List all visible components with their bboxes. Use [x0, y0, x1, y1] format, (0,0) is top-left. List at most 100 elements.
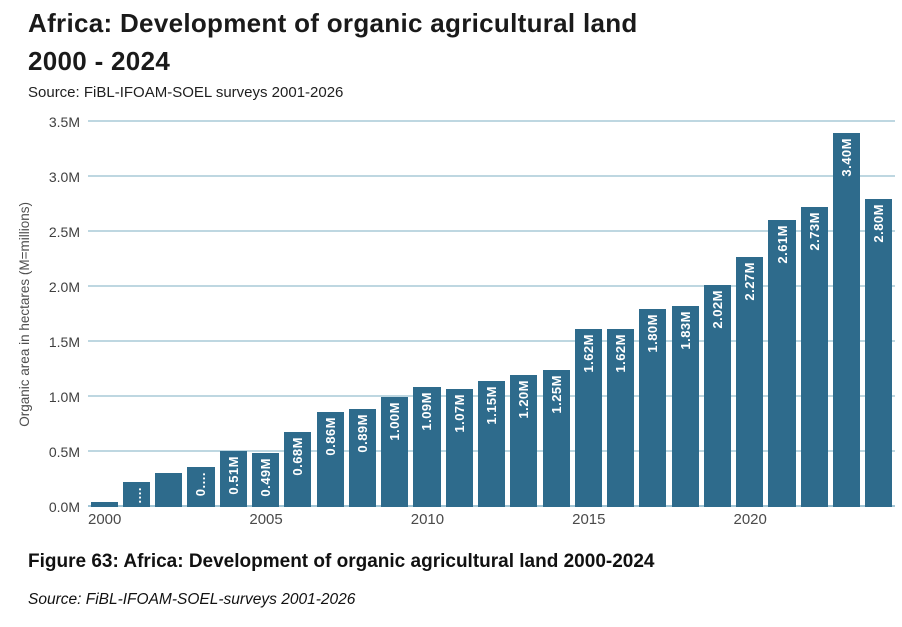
bar-2003: 0....	[187, 467, 215, 507]
bar-label-text-2021: 2.61M	[774, 224, 790, 264]
y-tick-label-0.5M: 0.5M	[48, 444, 80, 460]
bar-slot-2018: 1.83M	[669, 122, 701, 507]
x-tick-2015: 2015	[572, 511, 606, 528]
bar-label-text-2009: 1.00M	[387, 402, 403, 441]
y-tick-label-3.0M: 3.0M	[48, 169, 80, 185]
bar-slot-2021: 2.61M	[766, 122, 798, 507]
y-axis-ticks: 0.0M 0.5M 1.0M 1.5M 2.0M 2.5M 3.0M 3.5M	[34, 114, 80, 515]
y-axis-title-text: Organic area in hectares (M=millions)	[16, 202, 32, 427]
bar-label-2018: 1.83M	[672, 311, 699, 350]
gridline-2.5M	[88, 230, 895, 232]
bar-label-text-2022: 2.73M	[806, 211, 822, 251]
bar-label-text-2011: 1.07M	[451, 394, 467, 433]
figure-caption: Figure 63: Africa: Development of organi…	[28, 551, 655, 572]
bar-slot-2017: 1.80M	[637, 122, 669, 507]
gridline-1.5M	[88, 340, 895, 342]
x-tick-2022	[799, 511, 831, 533]
bar-label-text-2018: 1.83M	[677, 310, 693, 350]
bar-label-2004: 0.51M	[220, 456, 247, 495]
x-axis-ticks: 2000 2005 2010 2015 2020	[88, 511, 895, 533]
bar-label-text-2017: 1.80M	[645, 314, 661, 353]
bar-slot-2015: 1.62M	[572, 122, 604, 507]
bar-label-text-2007: 0.86M	[322, 417, 338, 457]
bar-2009: 1.00M	[381, 397, 409, 507]
x-tick-2013	[508, 511, 540, 533]
bar-2018: 1.83M	[671, 305, 699, 507]
bar-label-2008: 0.89M	[349, 414, 376, 453]
x-tick-2009	[379, 511, 411, 533]
chart-source-line: Source: FiBL-IFOAM-SOEL surveys 2001-202…	[28, 84, 344, 101]
bar-label-2021: 2.61M	[768, 225, 795, 264]
bar-slot-2010: 1.09M	[411, 122, 443, 507]
bar-2000	[90, 501, 118, 507]
x-tick-2006	[283, 511, 315, 533]
bar-label-text-2012: 1.15M	[484, 385, 499, 425]
bar-label-2019: 2.02M	[704, 290, 731, 329]
bar-slot-2011: 1.07M	[443, 122, 475, 507]
bar-label-2010: 1.09M	[413, 392, 440, 431]
bar-label-2024: 2.80M	[865, 204, 892, 243]
bar-slot-2013: 1.20M	[508, 122, 540, 507]
x-tick-2023	[831, 511, 863, 533]
bar-label-2012: 1.15M	[478, 386, 505, 425]
bar-slot-2022: 2.73M	[798, 122, 830, 507]
bar-label-text-2024: 2.80M	[871, 204, 887, 243]
x-tick-2003	[185, 511, 217, 533]
y-tick-label-2.5M: 2.5M	[48, 224, 80, 240]
bar-label-text-2001: ....	[128, 486, 144, 504]
plot-area: .... 0.... 0.51M 0.49M 0.68M 0.86M 0.89M 1.00M 1…	[88, 120, 895, 507]
x-tick-2020: 2020	[733, 511, 767, 528]
bar-slot-2024: 2.80M	[863, 122, 895, 507]
bar-label-2016: 1.62M	[607, 334, 634, 373]
x-tick-2001	[121, 511, 153, 533]
chart-title-line1: Africa: Development of organic agricultu…	[28, 8, 638, 38]
bar-label-2005: 0.49M	[252, 458, 279, 497]
bar-label-2023: 3.40M	[833, 138, 860, 177]
bar-label-2011: 1.07M	[446, 394, 473, 433]
y-tick-label-2.0M: 2.0M	[48, 279, 80, 295]
bar-slot-2006: 0.68M	[282, 122, 314, 507]
bar-label-text-2015: 1.62M	[580, 333, 596, 373]
bar-2017: 1.80M	[639, 309, 667, 507]
x-tick-2021	[767, 511, 799, 533]
bar-slot-2012: 1.15M	[475, 122, 507, 507]
bar-2019: 2.02M	[703, 284, 732, 507]
y-tick-label-3.5M: 3.5M	[48, 114, 80, 130]
bar-slot-2019: 2.02M	[701, 122, 733, 507]
bar-label-2007: 0.86M	[317, 417, 344, 456]
bar-label-text-2016: 1.62M	[613, 333, 629, 373]
bar-2007: 0.86M	[316, 412, 344, 507]
bar-2024: 2.80M	[865, 199, 893, 507]
bar-slot-2002	[153, 122, 185, 507]
bar-slot-2003: 0....	[185, 122, 217, 507]
bar-2011: 1.07M	[445, 389, 473, 507]
bar-label-text-2004: 0.51M	[225, 455, 241, 495]
bar-2022: 2.73M	[800, 206, 828, 507]
y-tick-label-1.5M: 1.5M	[48, 334, 80, 350]
x-tick-2010: 2010	[410, 511, 445, 528]
bar-label-2001: ....	[123, 487, 150, 503]
bar-slot-2016: 1.62M	[605, 122, 637, 507]
bar-label-2022: 2.73M	[801, 212, 828, 251]
bar-label-2003: 0....	[187, 472, 214, 496]
bar-label-text-2005: 0.49M	[258, 458, 274, 497]
x-tick-2007	[315, 511, 347, 533]
x-tick-2004	[217, 511, 249, 533]
bar-label-2017: 1.80M	[639, 314, 666, 353]
bar-label-2014: 1.25M	[543, 375, 570, 414]
bar-slot-2001: ....	[120, 122, 152, 507]
figure-caption-source: Source: FiBL-IFOAM-SOEL-surveys 2001-202…	[28, 591, 356, 608]
x-tick-2024	[863, 511, 895, 533]
bar-slot-2007: 0.86M	[314, 122, 346, 507]
x-tick-2014	[540, 511, 572, 533]
bar-slot-2023: 3.40M	[830, 122, 862, 507]
x-tick-2016	[606, 511, 638, 533]
y-tick-label-0.0M: 0.0M	[48, 499, 80, 515]
bar-label-text-2013: 1.20M	[516, 380, 532, 419]
bar-2005: 0.49M	[251, 453, 280, 507]
x-tick-2000: 2000	[88, 511, 122, 528]
bar-2004: 0.51M	[219, 450, 247, 507]
y-axis-title: Organic area in hectares (M=millions)	[14, 122, 34, 507]
bar-2023: 3.40M	[833, 133, 861, 507]
